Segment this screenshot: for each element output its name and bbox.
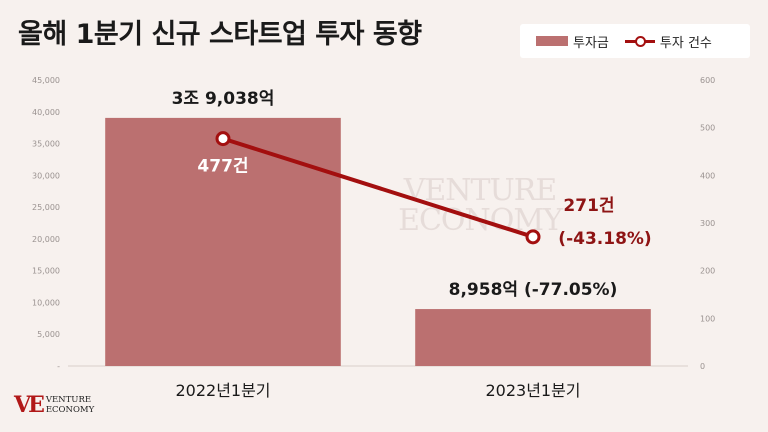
legend-item-count: 투자 건수	[624, 32, 712, 51]
line-point	[525, 229, 541, 245]
y-right-tick-label: 100	[700, 314, 715, 323]
y-left-tick-label: 10,000	[32, 298, 60, 307]
y-right-tick-label: 300	[700, 219, 715, 228]
legend-bar-swatch	[536, 36, 568, 46]
y-right-tick-label: 0	[700, 362, 705, 371]
chart-title: 올해 1분기 신규 스타트업 투자 동향	[18, 19, 422, 50]
bar-data-label: 3조 9,038억	[172, 89, 275, 109]
line-change-label: (-43.18%)	[558, 229, 651, 249]
y-left-tick-label: 25,000	[32, 203, 60, 212]
y-right-tick-label: 200	[700, 267, 715, 276]
brand-logo: VE VENTURE ECONOMY	[14, 392, 94, 418]
logo-mark: VE	[14, 392, 45, 418]
logo-wordmark: VENTURE ECONOMY	[46, 395, 94, 415]
logo-line-2: ECONOMY	[45, 405, 95, 415]
x-tick-label: 2023년1분기	[485, 381, 580, 400]
y-left-tick-label: 15,000	[32, 267, 60, 276]
legend: 투자금 투자 건수	[520, 24, 750, 58]
logo-line-1: VENTURE	[45, 395, 92, 405]
line-point	[215, 131, 231, 147]
y-right-tick-label: 400	[700, 171, 715, 180]
y-left-tick-label: 5,000	[37, 330, 60, 339]
y-right-tick-label: 500	[700, 124, 715, 133]
line-data-label: 271건	[563, 196, 614, 216]
y-left-tick-label: 35,000	[32, 140, 60, 149]
x-tick-label: 2022년1분기	[175, 381, 270, 400]
y-left-tick-label: 30,000	[32, 171, 60, 180]
y-left-tick-label: 40,000	[32, 108, 60, 117]
line-series-path	[222, 136, 534, 239]
legend-item-investment: 투자금	[536, 32, 609, 51]
legend-line-label: 투자 건수	[659, 35, 712, 51]
legend-bar-label: 투자금	[573, 35, 609, 51]
bar	[105, 117, 341, 367]
y-left-tick-label: -	[57, 362, 60, 371]
bar	[415, 309, 651, 366]
y-left-tick-label: 45,000	[32, 76, 60, 85]
bar-data-label: 8,958억 (-77.05%)	[449, 280, 618, 300]
y-right-tick-label: 600	[700, 76, 715, 85]
y-left-tick-label: 20,000	[32, 235, 60, 244]
line-data-label: 477건	[197, 157, 248, 177]
legend-line-swatch	[624, 36, 655, 47]
